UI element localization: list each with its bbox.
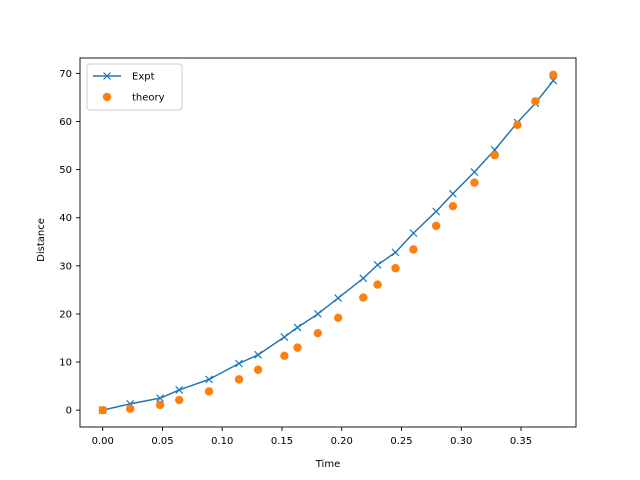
expt-marker [205, 375, 214, 384]
y-tick-label: 10 [59, 358, 72, 369]
expt-marker [334, 294, 343, 302]
theory-point [359, 293, 368, 302]
theory-point [373, 280, 382, 289]
theory-point [448, 201, 458, 211]
series-layer [98, 70, 558, 415]
theory-point [549, 70, 558, 80]
theory-point [490, 150, 499, 160]
y-tick-label: 40 [59, 213, 72, 224]
expt-marker [373, 260, 382, 269]
x-tick-label: 0.35 [510, 436, 532, 447]
y-tick-label: 50 [59, 165, 72, 176]
theory-point [470, 178, 479, 187]
y-tick-label: 20 [59, 309, 72, 320]
theory-point [175, 395, 184, 405]
legend-label-expt: Expt [132, 72, 155, 83]
expt-marker [470, 168, 479, 176]
theory-point [391, 264, 400, 273]
expt-marker [448, 189, 457, 198]
theory-point [280, 351, 289, 360]
x-tick-label: 0.25 [390, 436, 412, 447]
y-tick-label: 60 [59, 117, 72, 128]
legend-label-theory: theory [132, 93, 165, 104]
expt-marker [235, 359, 243, 368]
theory-point [431, 221, 441, 231]
theory-point [313, 328, 323, 338]
series-theory [98, 70, 558, 415]
axes-layer: 0.00 0.05 0.10 0.15 0.20 0.25 0.30 0.35 0 10 20 30 4… [59, 57, 577, 447]
expt-marker [432, 207, 441, 216]
x-tick-label: 0.20 [331, 436, 353, 447]
y-tick-label: 70 [59, 69, 72, 80]
expt-marker [175, 386, 184, 394]
theory-point [253, 365, 263, 374]
x-tick-label: 0.00 [92, 436, 114, 447]
expt-line [102, 80, 554, 411]
expt-marker [293, 323, 302, 332]
theory-point [293, 343, 302, 352]
x-tick-label: 0.10 [211, 436, 233, 447]
expt-marker [409, 229, 418, 238]
plot-area [80, 58, 576, 427]
y-axis-label: Distance [36, 218, 47, 262]
theory-point [98, 405, 107, 415]
theory-point [204, 387, 214, 396]
expt-marker [313, 310, 322, 318]
expt-marker [254, 350, 263, 359]
x-tick-label: 0.15 [271, 436, 293, 447]
theory-point [125, 404, 135, 413]
expt-marker [359, 274, 368, 283]
plot-background [80, 58, 576, 427]
legend-theory-marker [102, 92, 112, 102]
x-tick-label: 0.05 [151, 436, 173, 447]
theory-point [531, 97, 540, 106]
axes-frame [79, 57, 577, 428]
y-tick-label: 30 [59, 261, 72, 272]
legend-expt-marker [103, 72, 111, 80]
theory-point [409, 245, 418, 254]
theory-point [234, 375, 244, 384]
x-axis-label: Time [315, 459, 340, 470]
theory-point [513, 120, 522, 130]
theory-point [155, 400, 165, 410]
y-tick-label: 0 [66, 406, 72, 417]
expt-marker [391, 248, 400, 257]
theory-point [333, 313, 343, 322]
expt-marker [156, 394, 165, 403]
x-tick-label: 0.30 [450, 436, 472, 447]
expt-marker [280, 333, 289, 341]
legend: Expt theory [86, 63, 183, 111]
